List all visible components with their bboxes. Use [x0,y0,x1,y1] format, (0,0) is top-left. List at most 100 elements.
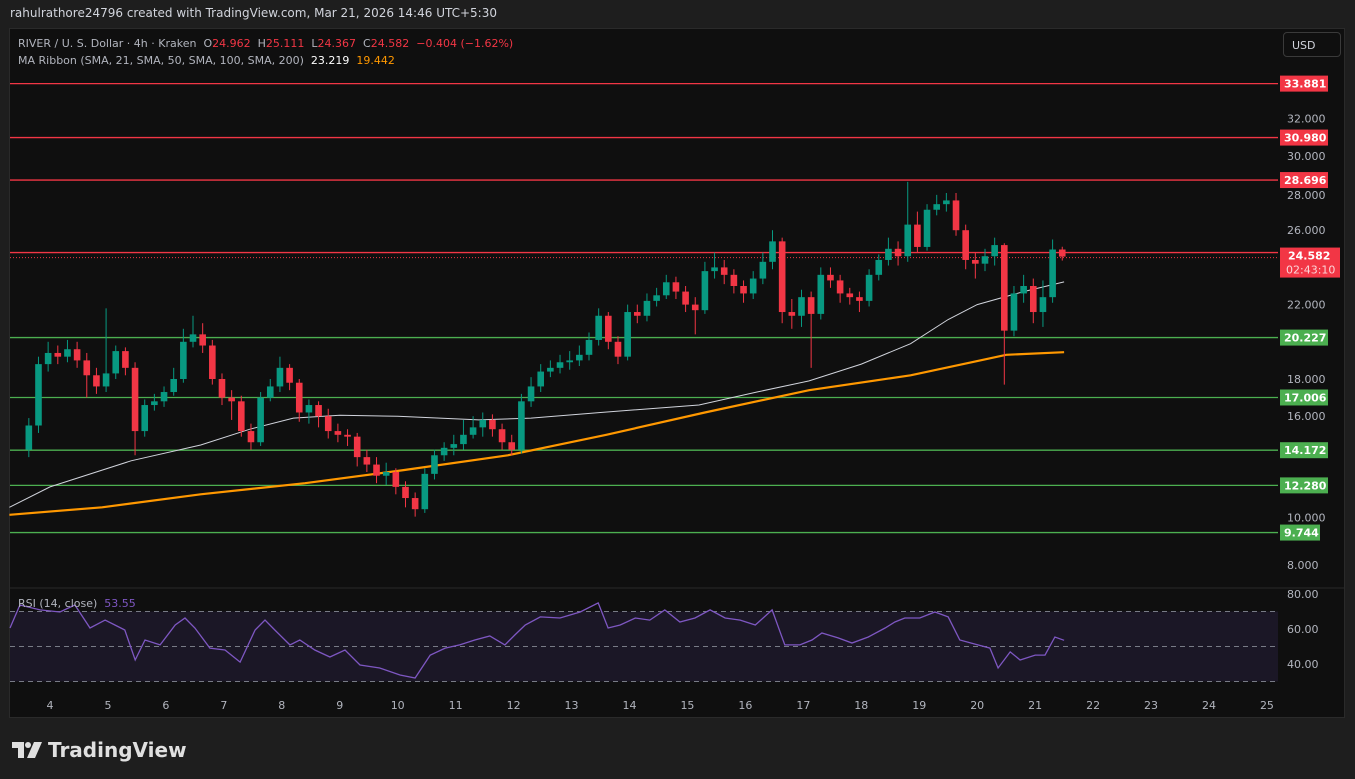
close-value: 24.582 [370,37,410,50]
time-tick-label: 18 [854,699,868,712]
candle-body [865,274,873,301]
candle-body [817,274,825,314]
time-tick-label: 7 [220,699,227,712]
candle-body [807,297,815,314]
candle-body [933,204,941,210]
candle-body [141,405,149,432]
time-tick-label: 11 [449,699,463,712]
time-tick-label: 24 [1202,699,1216,712]
candle-body [266,386,274,398]
time-tick-label: 4 [47,699,54,712]
candle-body [827,274,834,281]
low-value: 24.367 [317,37,357,50]
candle-body [218,379,226,398]
time-tick-label: 23 [1144,699,1158,712]
candle-body [180,341,187,379]
candle-body [440,447,448,456]
price-tick-label: 28.000 [1287,189,1326,202]
candle-body [720,267,728,275]
brand-name: TradingView [48,738,187,762]
high-label: H [257,37,266,50]
candle-body [1029,286,1037,313]
candle-body [508,442,516,450]
countdown-label: 02:43:10 [1286,264,1335,277]
candle-body [981,256,989,264]
candle-body [691,304,699,311]
close-label: C [363,37,371,50]
change-value: −0.404 (−1.62%) [416,37,514,50]
candle-body [286,367,293,383]
candle-body [991,245,998,257]
candle-body [44,352,52,365]
candle-body [904,224,912,257]
resistance-level-label: 28.696 [1284,174,1327,187]
candle-body [315,405,322,417]
ma-fast-value: 23.219 [310,54,350,67]
time-tick-label: 15 [680,699,694,712]
support-level-badge [1280,524,1320,541]
time-tick-label: 19 [912,699,926,712]
high-value: 25.111 [265,37,305,50]
support-level-badge [1280,329,1328,346]
ma-slow-value: 19.442 [356,54,395,67]
resistance-level-label: 30.980 [1284,132,1327,145]
support-level-badge [1280,442,1328,459]
candle-body [1058,249,1066,257]
rsi-legend: RSI (14, close) 53.55 [18,597,136,610]
open-value: 24.962 [212,37,251,50]
candle-body [83,360,91,376]
support-level-badge [1280,389,1328,406]
candle-body [479,419,487,428]
time-tick-label: 14 [623,699,637,712]
candle-body [856,297,863,301]
candle-body [247,431,255,443]
candle-body [875,259,883,275]
candle-body [1010,293,1018,331]
candle-body [846,293,854,298]
candle-body [1001,245,1008,331]
candle-body [122,351,129,368]
time-tick-label: 10 [391,699,405,712]
rsi-tick-label: 60.00 [1287,623,1319,636]
candle-body [151,401,158,406]
price-tick-label: 30.000 [1287,150,1326,163]
candle-body [923,209,931,247]
candle-body [498,429,506,443]
candle-body [614,341,622,357]
candle-body [431,455,438,474]
candle-body [392,472,400,487]
candle-body [952,200,960,231]
candle-body [566,360,573,363]
candle-body [914,224,921,247]
support-level-label: 9.744 [1284,527,1319,540]
price-tick-label: 10.000 [1287,512,1326,525]
currency-button[interactable]: USD [1283,32,1341,57]
candle-body [324,416,332,432]
candle-body [93,375,100,387]
ma-slow-line [9,351,1065,516]
candle-body [836,280,844,294]
candle-body [778,241,786,313]
price-tick-label: 22.000 [1287,299,1326,312]
candle-body [411,498,419,510]
candle-body [73,349,81,361]
candle-body [662,282,670,296]
ma-ribbon-line: MA Ribbon (SMA, 21, SMA, 50, SMA, 100, S… [18,52,513,69]
price-tick-label: 8.000 [1287,559,1319,572]
candle-body [711,267,718,272]
candle-body [276,367,284,387]
candle-body [537,371,545,387]
candle-body [972,259,979,264]
rsi-tick-label: 40.00 [1287,658,1319,671]
chart-panel[interactable] [9,28,1345,718]
watermark-text: rahulrathore24796 created with TradingVi… [10,6,497,20]
candle-body [894,248,902,257]
time-tick-label: 5 [104,699,111,712]
ma-fast-line [9,281,1065,508]
candle-body [373,464,380,476]
candle-body [421,473,429,510]
time-tick-label: 22 [1086,699,1100,712]
candle-body [547,367,554,372]
price-tick-label: 26.000 [1287,224,1326,237]
